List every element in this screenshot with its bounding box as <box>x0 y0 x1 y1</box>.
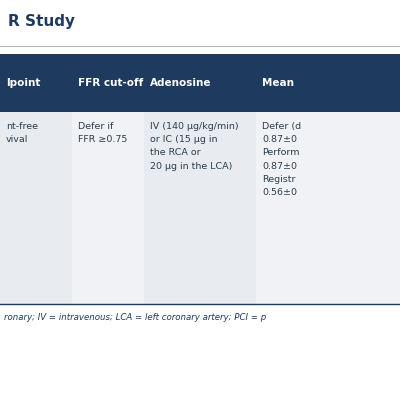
Text: Defer (d
0.87±0
Perform
0.87±0
Registr
0.56±0: Defer (d 0.87±0 Perform 0.87±0 Registr 0… <box>262 122 301 197</box>
Text: ronary; IV = intravenous; LCA = left coronary artery; PCI = p: ronary; IV = intravenous; LCA = left cor… <box>4 313 266 322</box>
Bar <box>0 112 72 304</box>
Text: FFR cut-off: FFR cut-off <box>78 78 143 88</box>
Bar <box>0 304 400 334</box>
Bar <box>256 54 400 112</box>
Bar <box>72 54 144 112</box>
Bar <box>144 54 256 112</box>
Text: Adenosine: Adenosine <box>150 78 212 88</box>
Bar <box>0 54 72 112</box>
Text: nt-free
vival: nt-free vival <box>6 122 38 144</box>
Text: lpoint: lpoint <box>6 78 40 88</box>
Bar <box>72 112 144 304</box>
Bar <box>256 112 400 304</box>
Text: R Study: R Study <box>8 14 75 29</box>
Text: Mean: Mean <box>262 78 294 88</box>
Bar <box>144 112 256 304</box>
Text: IV (140 μg/kg/min)
or IC (15 μg in
the RCA or
20 μg in the LCA): IV (140 μg/kg/min) or IC (15 μg in the R… <box>150 122 239 170</box>
Text: Defer if
FFR ≥0.75: Defer if FFR ≥0.75 <box>78 122 127 144</box>
